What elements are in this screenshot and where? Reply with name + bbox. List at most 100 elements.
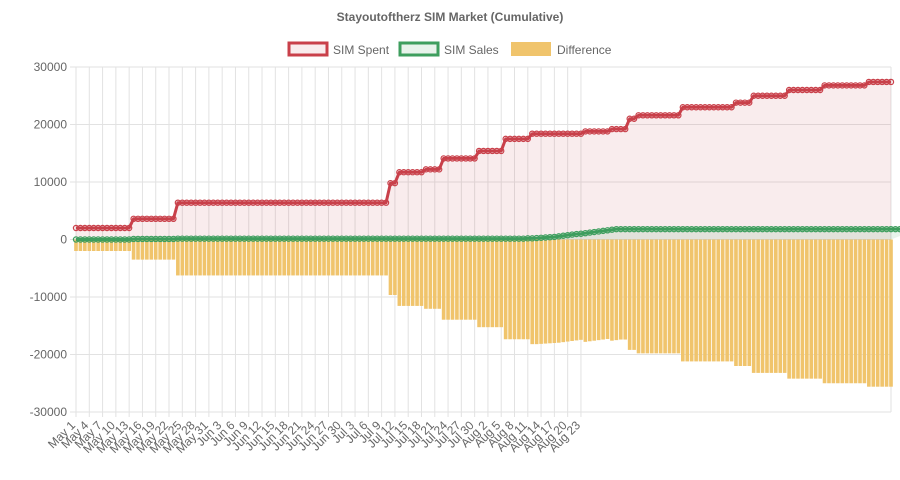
sim-sales-point[interactable]: [467, 235, 474, 242]
sim-spent-point[interactable]: [369, 199, 376, 206]
sim-spent-point[interactable]: [754, 92, 762, 99]
sim-spent-point[interactable]: [706, 104, 713, 111]
sim-spent-point[interactable]: [227, 199, 235, 206]
sim-sales-point[interactable]: [103, 236, 111, 243]
sim-sales-point[interactable]: [143, 235, 151, 243]
sim-spent-point[interactable]: [785, 86, 793, 94]
sim-sales-point[interactable]: [458, 235, 465, 242]
sim-spent-point[interactable]: [458, 155, 465, 162]
sim-spent-point[interactable]: [839, 82, 846, 89]
sim-sales-point[interactable]: [661, 225, 669, 233]
sim-spent-point[interactable]: [117, 224, 124, 232]
sim-sales-point[interactable]: [134, 235, 142, 243]
sim-spent-point[interactable]: [874, 78, 881, 86]
sim-sales-point[interactable]: [148, 235, 155, 243]
sim-sales-point[interactable]: [272, 235, 279, 242]
sim-sales-point[interactable]: [777, 225, 784, 233]
sim-sales-point[interactable]: [790, 225, 797, 233]
sim-sales-point[interactable]: [356, 235, 363, 242]
sim-spent-point[interactable]: [595, 128, 602, 135]
sim-spent-point[interactable]: [688, 104, 695, 111]
sim-sales-point[interactable]: [856, 225, 864, 233]
sim-spent-point[interactable]: [533, 130, 540, 137]
sim-sales-point[interactable]: [737, 225, 744, 233]
sim-sales-point[interactable]: [254, 235, 261, 242]
sim-sales-point[interactable]: [338, 235, 345, 242]
sim-spent-point[interactable]: [790, 86, 797, 94]
sim-sales-point[interactable]: [546, 233, 554, 241]
sim-spent-point[interactable]: [214, 199, 221, 206]
sim-sales-point[interactable]: [754, 225, 762, 233]
sim-spent-point[interactable]: [409, 169, 416, 176]
sim-spent-point[interactable]: [161, 215, 168, 222]
sim-spent-point[interactable]: [99, 224, 106, 232]
sim-sales-point[interactable]: [77, 236, 84, 243]
sim-spent-point[interactable]: [741, 99, 749, 106]
sim-spent-point[interactable]: [666, 112, 673, 119]
sim-sales-point[interactable]: [431, 235, 438, 242]
sim-spent-point[interactable]: [777, 92, 784, 99]
sim-spent-point[interactable]: [156, 215, 164, 222]
sim-spent-point[interactable]: [236, 199, 244, 206]
sim-sales-point[interactable]: [294, 235, 301, 242]
sim-spent-point[interactable]: [294, 199, 301, 206]
sim-sales-point[interactable]: [449, 235, 456, 242]
sim-spent-point[interactable]: [391, 179, 399, 187]
sim-sales-point[interactable]: [342, 235, 350, 242]
sim-spent-point[interactable]: [303, 199, 310, 206]
sim-sales-point[interactable]: [759, 225, 766, 233]
sim-spent-point[interactable]: [475, 147, 483, 155]
sim-spent-point[interactable]: [307, 199, 314, 206]
sim-sales-point[interactable]: [591, 228, 598, 236]
sim-spent-point[interactable]: [130, 215, 137, 222]
sim-spent-point[interactable]: [847, 82, 855, 89]
sim-sales-point[interactable]: [715, 225, 722, 233]
sim-sales-point[interactable]: [205, 235, 213, 242]
sim-spent-point[interactable]: [223, 199, 230, 206]
sim-sales-point[interactable]: [551, 233, 558, 241]
sim-sales-point[interactable]: [719, 225, 726, 233]
sim-spent-point[interactable]: [821, 82, 828, 89]
sim-sales-point[interactable]: [223, 235, 230, 242]
sim-spent-point[interactable]: [210, 199, 217, 206]
sim-sales-point[interactable]: [887, 225, 895, 233]
sim-spent-point[interactable]: [799, 86, 806, 94]
sim-sales-point[interactable]: [139, 235, 146, 243]
sim-spent-point[interactable]: [657, 112, 664, 119]
sim-sales-point[interactable]: [644, 225, 651, 233]
sim-sales-point[interactable]: [232, 235, 239, 242]
sim-sales-point[interactable]: [285, 235, 292, 242]
sim-spent-point[interactable]: [298, 199, 306, 206]
sim-sales-point[interactable]: [878, 225, 886, 233]
sim-sales-point[interactable]: [320, 235, 328, 242]
sim-sales-point[interactable]: [391, 235, 399, 242]
sim-spent-point[interactable]: [108, 224, 115, 232]
sim-spent-point[interactable]: [626, 115, 633, 122]
sim-spent-point[interactable]: [622, 125, 629, 133]
sim-spent-point[interactable]: [794, 86, 802, 94]
sim-spent-point[interactable]: [617, 125, 625, 133]
sim-sales-point[interactable]: [462, 235, 469, 242]
sim-spent-point[interactable]: [715, 104, 722, 111]
sim-sales-point[interactable]: [498, 235, 505, 242]
sim-spent-point[interactable]: [334, 199, 341, 206]
sim-spent-point[interactable]: [201, 199, 208, 206]
sim-sales-point[interactable]: [529, 235, 536, 242]
sim-sales-point[interactable]: [334, 235, 341, 242]
sim-sales-point[interactable]: [130, 235, 137, 243]
sim-spent-point[interactable]: [546, 130, 554, 137]
sim-sales-point[interactable]: [520, 235, 527, 242]
sim-sales-point[interactable]: [112, 236, 120, 243]
sim-sales-point[interactable]: [750, 225, 757, 233]
sim-spent-point[interactable]: [489, 147, 496, 155]
sim-spent-point[interactable]: [480, 147, 487, 155]
sim-sales-point[interactable]: [427, 235, 434, 242]
sim-sales-point[interactable]: [768, 225, 775, 233]
sim-sales-point[interactable]: [374, 235, 381, 242]
sim-sales-point[interactable]: [267, 235, 275, 242]
sim-spent-point[interactable]: [697, 104, 704, 111]
sim-sales-point[interactable]: [666, 225, 673, 233]
sim-spent-point[interactable]: [462, 155, 469, 162]
sim-sales-point[interactable]: [99, 236, 106, 243]
sim-spent-point[interactable]: [653, 112, 660, 119]
